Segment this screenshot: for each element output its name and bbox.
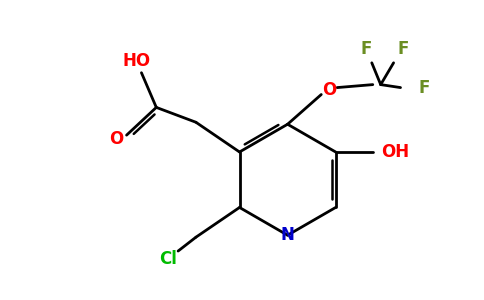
- Text: HO: HO: [122, 52, 151, 70]
- Text: F: F: [360, 40, 372, 58]
- Text: Cl: Cl: [159, 250, 177, 268]
- Text: F: F: [398, 40, 409, 58]
- Text: O: O: [109, 130, 124, 148]
- Text: O: O: [322, 81, 336, 99]
- Text: F: F: [419, 79, 430, 97]
- Text: N: N: [281, 226, 294, 244]
- Text: OH: OH: [381, 143, 409, 161]
